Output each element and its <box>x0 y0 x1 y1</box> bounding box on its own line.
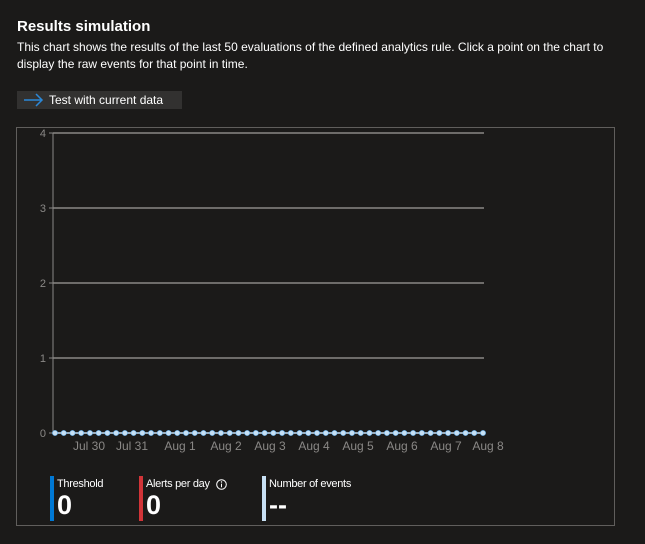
data-point[interactable] <box>261 430 268 436</box>
y-tick-label: 4 <box>40 128 46 140</box>
data-point[interactable] <box>453 430 460 436</box>
data-point[interactable] <box>418 430 425 436</box>
data-point[interactable] <box>375 430 382 436</box>
alerts-color-bar <box>139 476 143 521</box>
legend-threshold: Threshold 0 <box>50 476 104 521</box>
data-point[interactable] <box>366 430 373 436</box>
data-point[interactable] <box>87 430 93 436</box>
y-tick-label: 1 <box>40 353 46 365</box>
data-point[interactable] <box>401 430 408 436</box>
x-tick-label: Aug 1 <box>164 439 196 453</box>
threshold-label: Threshold <box>57 478 104 490</box>
data-point[interactable] <box>392 430 399 436</box>
x-tick-label: Aug 8 <box>472 439 504 453</box>
data-point[interactable] <box>270 430 277 436</box>
events-label: Number of events <box>269 478 352 490</box>
data-point[interactable] <box>121 430 128 436</box>
data-point[interactable] <box>191 430 198 436</box>
description-text: This chart shows the results of the last… <box>17 40 604 71</box>
threshold-value: 0 <box>57 490 73 520</box>
data-point[interactable] <box>200 430 207 436</box>
data-point[interactable] <box>279 430 286 436</box>
data-point[interactable] <box>226 430 233 436</box>
data-point[interactable] <box>69 430 76 436</box>
data-point[interactable] <box>287 430 294 436</box>
y-tick-label: 0 <box>40 428 46 440</box>
results-chart[interactable]: 0 1 2 3 4 Jul 30 Jul 31 Aug 1 Aug 2 Aug 3 Aug 4 Aug… <box>17 128 614 525</box>
data-point[interactable] <box>130 430 137 436</box>
x-tick-label: Jul 30 <box>73 439 105 453</box>
events-color-bar <box>262 476 266 521</box>
data-point[interactable] <box>235 430 242 436</box>
arrow-right-icon <box>23 93 45 107</box>
data-point[interactable] <box>340 430 347 436</box>
data-point[interactable] <box>384 430 390 436</box>
data-point[interactable] <box>322 430 329 436</box>
data-point[interactable] <box>296 430 303 436</box>
data-point[interactable] <box>78 430 85 436</box>
info-icon[interactable] <box>215 478 227 490</box>
y-tick-label: 3 <box>40 203 46 215</box>
data-point[interactable] <box>148 430 154 436</box>
test-with-current-data-button[interactable]: Test with current data <box>17 91 182 109</box>
data-point[interactable] <box>156 430 163 436</box>
data-point[interactable] <box>331 430 338 436</box>
data-point[interactable] <box>427 430 434 436</box>
x-tick-label: Aug 4 <box>298 439 330 453</box>
x-tick-label: Aug 5 <box>342 439 374 453</box>
data-point[interactable] <box>252 430 259 436</box>
y-tick-label: 2 <box>40 278 46 290</box>
data-point[interactable] <box>349 430 355 436</box>
test-button-label: Test with current data <box>49 93 164 107</box>
x-tick-label: Aug 6 <box>386 439 418 453</box>
data-point[interactable] <box>445 430 451 436</box>
data-point[interactable] <box>218 430 224 436</box>
x-tick-label: Jul 31 <box>116 439 148 453</box>
data-point[interactable] <box>52 430 58 436</box>
page-title: Results simulation <box>17 18 151 35</box>
data-point[interactable] <box>95 430 102 436</box>
x-tick-label: Aug 2 <box>210 439 242 453</box>
data-point[interactable] <box>462 430 469 436</box>
data-point[interactable] <box>305 430 312 436</box>
alerts-label: Alerts per day <box>146 478 227 490</box>
x-tick-label: Aug 7 <box>430 439 462 453</box>
legend-number-of-events: Number of events -- <box>262 476 351 521</box>
data-point[interactable] <box>480 430 486 436</box>
legend-alerts-per-day: Alerts per day 0 <box>139 476 227 521</box>
x-tick-label: Aug 3 <box>254 439 286 453</box>
data-point[interactable] <box>183 430 189 436</box>
data-point[interactable] <box>104 430 111 436</box>
data-point[interactable] <box>209 430 216 436</box>
events-value: -- <box>269 490 287 520</box>
data-point[interactable] <box>314 430 320 436</box>
data-point[interactable] <box>244 430 251 436</box>
data-point[interactable] <box>174 430 181 436</box>
data-point[interactable] <box>113 430 120 436</box>
data-point[interactable] <box>165 430 172 436</box>
data-point[interactable] <box>357 430 364 436</box>
alerts-value: 0 <box>146 490 162 520</box>
threshold-color-bar <box>50 476 54 521</box>
data-point[interactable] <box>410 430 417 436</box>
chart-container: 0 1 2 3 4 Jul 30 Jul 31 Aug 1 Aug 2 Aug 3 Aug 4 Aug… <box>16 127 615 526</box>
data-point[interactable] <box>139 430 146 436</box>
data-point[interactable] <box>471 430 478 436</box>
data-point[interactable] <box>60 430 67 436</box>
data-point[interactable] <box>436 430 443 436</box>
